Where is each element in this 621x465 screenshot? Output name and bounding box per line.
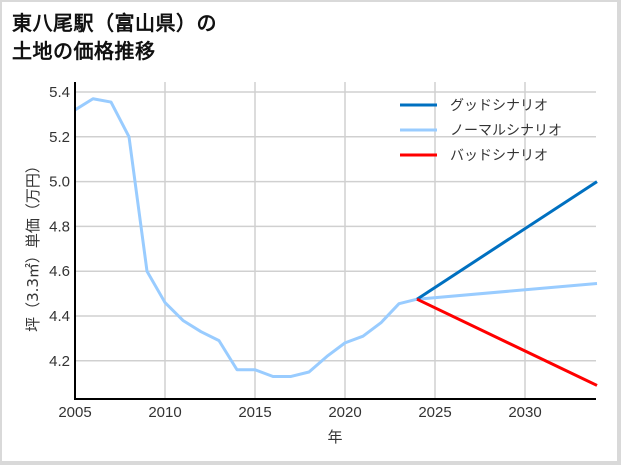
y-tick-label: 5.2 (49, 129, 70, 146)
series-line (416, 297, 598, 387)
title-line-2: 土地の価格推移 (12, 39, 156, 63)
x-tick-label: 2015 (238, 404, 271, 421)
y-axis-label: 坪（3.3㎡）単価（万円） (24, 158, 42, 332)
axes (74, 82, 596, 400)
y-tick-label: 4.2 (49, 353, 70, 370)
title-line-1: 東八尾駅（富山県）の (12, 11, 217, 35)
chart-frame (2, 2, 617, 461)
series-line (74, 97, 598, 378)
y-tick-label: 5.4 (49, 84, 70, 101)
x-tick-label: 2010 (148, 404, 181, 421)
y-tick-label: 4.4 (49, 308, 70, 325)
y-tick-label: 4.6 (49, 263, 70, 280)
tick-labels: 2005 2010 2015 2020 2025 2030 4.2 4.4 4.6 4.8 5.0 5… (49, 84, 542, 421)
x-tick-label: 2020 (328, 404, 361, 421)
chart-title: 東八尾駅（富山県）の 土地の価格推移 (12, 9, 217, 65)
y-tick-label: 4.8 (49, 218, 70, 235)
x-axis-label: 年 (327, 428, 342, 446)
series-line (416, 180, 598, 301)
grid-lines (75, 82, 596, 399)
x-tick-label: 2030 (508, 404, 541, 421)
legend-label: バッドシナリオ (450, 148, 548, 164)
legend-label: グッドシナリオ (450, 98, 548, 114)
legend-label: ノーマルシナリオ (450, 123, 562, 139)
y-tick-label: 5.0 (49, 174, 70, 191)
x-tick-label: 2005 (58, 404, 91, 421)
data-lines (74, 97, 598, 387)
x-tick-label: 2025 (418, 404, 451, 421)
